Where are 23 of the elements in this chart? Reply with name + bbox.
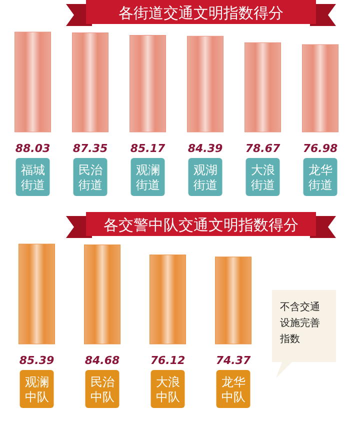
data-label: 88.03 bbox=[15, 142, 50, 155]
data-label: 84.39 bbox=[188, 142, 223, 155]
data-label: 78.67 bbox=[245, 142, 280, 155]
data-label: 76.98 bbox=[302, 142, 338, 155]
x-tick-label: 龙华街道 bbox=[308, 163, 332, 192]
x-tick-label: 观澜中队 bbox=[24, 375, 49, 404]
chart-title: 各交警中队交通文明指数得分 bbox=[104, 216, 298, 234]
data-label: 74.37 bbox=[216, 354, 251, 367]
x-tick-label: 福城街道 bbox=[20, 163, 45, 192]
text: 不含交通设施完善指数 bbox=[279, 301, 320, 345]
data-label: 76.12 bbox=[150, 354, 186, 367]
x-tick-label: 民治街道 bbox=[78, 163, 102, 192]
data-label: 84.68 bbox=[84, 354, 120, 367]
data-label: 87.35 bbox=[72, 142, 108, 155]
data-label: 85.17 bbox=[130, 142, 166, 155]
x-tick-label: 民治中队 bbox=[90, 375, 114, 404]
chart-title: 各街道交通文明指数得分 bbox=[118, 4, 284, 22]
x-tick-label: 大浪中队 bbox=[156, 375, 180, 404]
x-tick-label: 观澜街道 bbox=[136, 163, 160, 192]
x-tick-label: 观湖街道 bbox=[193, 163, 218, 192]
data-label: 85.39 bbox=[19, 354, 54, 367]
x-tick-label: 大浪街道 bbox=[250, 163, 275, 192]
x-tick-label: 龙华中队 bbox=[221, 375, 246, 404]
